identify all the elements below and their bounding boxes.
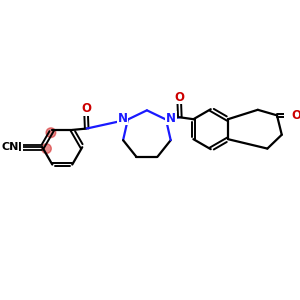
- Text: N: N: [12, 142, 21, 152]
- Circle shape: [42, 144, 51, 154]
- Text: N: N: [118, 112, 128, 124]
- Text: CN: CN: [1, 142, 19, 152]
- Text: O: O: [174, 91, 184, 104]
- Text: O: O: [81, 102, 91, 115]
- Circle shape: [46, 128, 56, 138]
- Text: N: N: [12, 141, 22, 154]
- Text: O: O: [291, 109, 300, 122]
- Text: N: N: [166, 112, 176, 124]
